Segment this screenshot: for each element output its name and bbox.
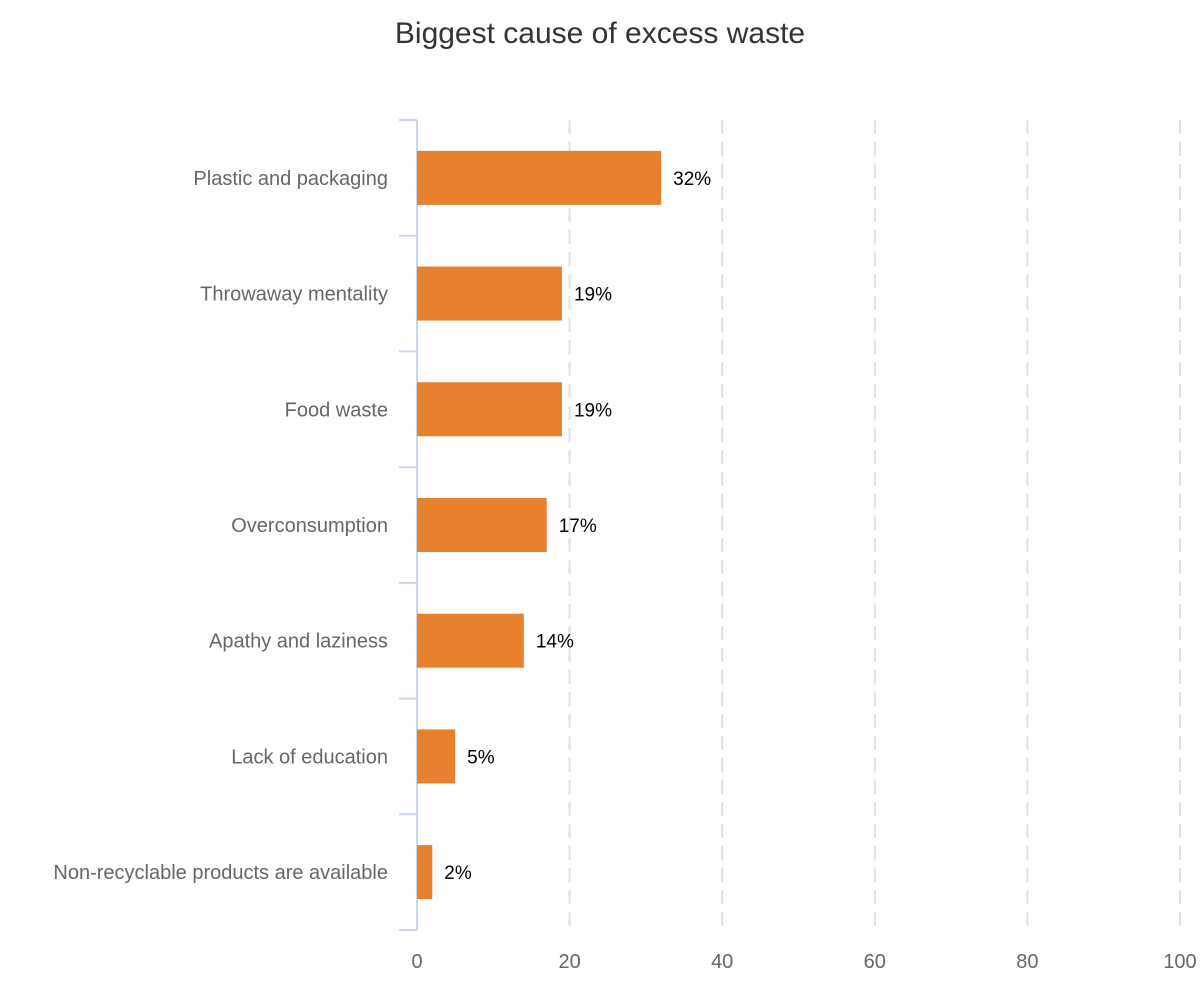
bar (417, 382, 562, 437)
x-tick-label: 100 (1163, 951, 1196, 973)
y-axis (399, 119, 418, 931)
x-tick-label: 20 (558, 951, 580, 973)
category-labels: Plastic and packaging Throwaway mentality… (53, 168, 388, 884)
bar (417, 498, 547, 552)
x-tick-label: 0 (411, 951, 422, 973)
data-label: 14% (536, 632, 574, 653)
category-label: Food waste (285, 399, 388, 421)
bar (417, 266, 562, 321)
bar (417, 150, 662, 205)
category-label: Non-recyclable products are available (53, 862, 388, 884)
bar-series (417, 150, 662, 900)
bar (417, 845, 433, 900)
category-label: Apathy and laziness (209, 631, 388, 653)
data-label: 2% (444, 863, 472, 884)
x-axis-tick-labels: 0 20 40 60 80 100 (411, 951, 1196, 973)
category-label: Plastic and packaging (193, 168, 388, 190)
x-tick-label: 60 (864, 951, 886, 973)
data-label: 19% (574, 400, 612, 421)
grid-lines (568, 120, 1181, 930)
data-label: 19% (574, 285, 612, 306)
category-label: Throwaway mentality (200, 284, 388, 306)
category-label: Overconsumption (231, 515, 388, 537)
bar (417, 613, 524, 668)
data-labels: 32% 19% 19% 17% 14% 5% 2% (444, 169, 711, 884)
data-label: 5% (467, 747, 495, 768)
category-label: Lack of education (231, 746, 388, 768)
x-tick-label: 40 (711, 951, 733, 973)
data-label: 17% (559, 516, 597, 537)
x-tick-label: 80 (1016, 951, 1038, 973)
chart-title: Biggest cause of excess waste (395, 17, 805, 50)
bar (417, 729, 456, 784)
data-label: 32% (673, 169, 711, 190)
